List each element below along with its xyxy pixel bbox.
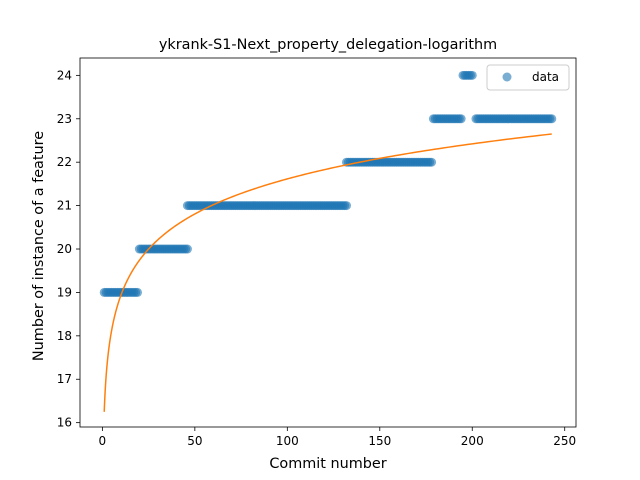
x-tick-label: 250 xyxy=(553,434,576,448)
y-tick-label: 16 xyxy=(57,416,72,430)
data-point xyxy=(427,157,437,167)
data-point xyxy=(182,244,192,254)
data-point xyxy=(467,70,477,80)
data-point xyxy=(341,201,351,211)
y-tick-label: 17 xyxy=(57,372,72,386)
y-tick-label: 18 xyxy=(57,329,72,343)
data-point xyxy=(456,114,466,124)
y-tick-label: 22 xyxy=(57,155,72,169)
y-axis-label: Number of instance of a feature xyxy=(31,131,47,361)
y-tick-label: 19 xyxy=(57,285,72,299)
data-point xyxy=(547,114,557,124)
x-tick-label: 150 xyxy=(368,434,391,448)
axes-layer: 0 50 100 150 200 250 16 17 18 19 20 21 22 23 24 xyxy=(57,68,576,448)
y-tick-label: 24 xyxy=(57,68,72,82)
legend-marker-data xyxy=(502,72,512,82)
x-tick-label: 100 xyxy=(276,434,299,448)
y-tick-label: 20 xyxy=(57,242,72,256)
chart-title: ykrank-S1-Next_property_delegation-logar… xyxy=(159,37,497,53)
y-tick-label: 21 xyxy=(57,199,72,213)
y-tick-label: 23 xyxy=(57,112,72,126)
fit-layer xyxy=(103,133,552,412)
legend-box xyxy=(486,64,570,91)
legend: data xyxy=(486,64,570,91)
plot-frame xyxy=(79,57,577,428)
legend-label-data: data xyxy=(532,70,559,84)
x-tick-label: 50 xyxy=(187,434,202,448)
x-tick-label: 200 xyxy=(461,434,484,448)
x-axis-label: Commit number xyxy=(269,456,386,472)
axes-frame xyxy=(79,57,577,428)
data-point xyxy=(133,287,143,297)
x-tick-label: 0 xyxy=(99,434,107,448)
fit-curve-line xyxy=(103,133,552,412)
